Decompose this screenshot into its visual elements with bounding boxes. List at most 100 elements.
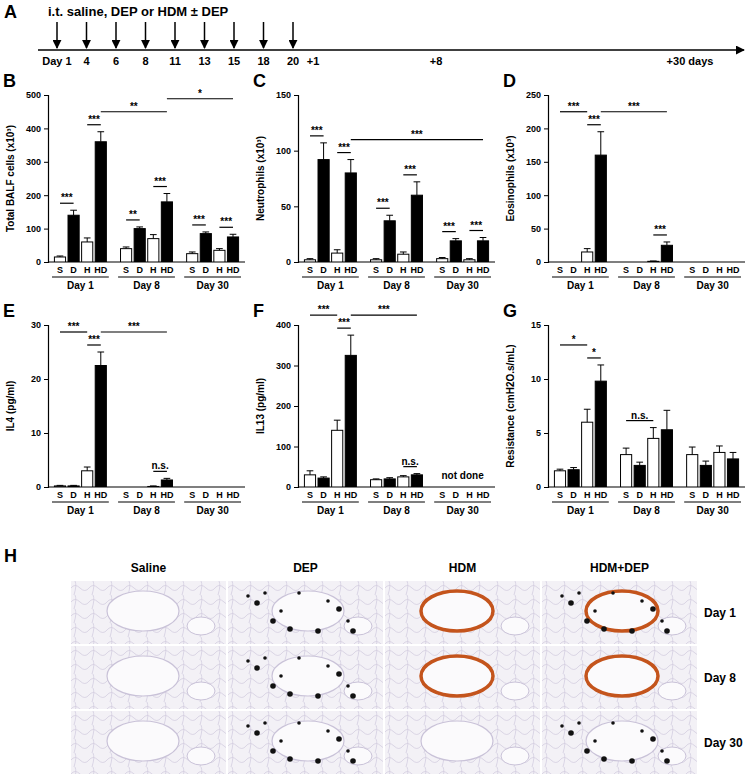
x-tick-label: HD [594, 490, 607, 500]
x-tick-label: S [373, 265, 379, 275]
airway [586, 591, 658, 631]
bar [384, 221, 395, 262]
x-tick-label: HD [477, 265, 490, 275]
x-tick-label: D [136, 490, 143, 500]
particle [263, 656, 267, 660]
error-bar [400, 252, 407, 254]
y-tick: 0 [286, 257, 298, 267]
bar [714, 262, 725, 263]
group-label: Day 30 [696, 280, 729, 291]
bar [687, 262, 698, 263]
y-tick-label: 10 [31, 428, 41, 438]
significance-label: *** [654, 224, 666, 235]
y-tick: 200 [526, 124, 548, 134]
particle [560, 724, 564, 728]
group-underline [684, 276, 741, 277]
bar [134, 487, 145, 488]
x-tick-label: HD [410, 490, 423, 500]
particle [593, 739, 597, 743]
particle [568, 730, 574, 736]
bar [582, 422, 593, 487]
error-bar [84, 238, 91, 242]
particle [336, 736, 342, 742]
error-bar [597, 132, 604, 155]
bar [727, 459, 738, 487]
error-bar [480, 238, 487, 241]
group-underline [552, 276, 609, 277]
error-bar [716, 446, 723, 452]
y-tick-label: 150 [276, 90, 291, 100]
group-label: Day 8 [633, 280, 660, 291]
error-bar [347, 160, 354, 173]
y-tick-label: 400 [26, 124, 41, 134]
micrograph-grid: HSalineDEPHDMHDM+DEPDay 1Day 8Day 30 [4, 546, 743, 774]
micrograph [385, 646, 540, 709]
y-tick-label: 0 [536, 257, 541, 267]
bar [214, 250, 225, 262]
y-tick-label: 100 [526, 191, 541, 201]
y-tick-label: 200 [276, 401, 291, 411]
y-tick: 100 [526, 191, 548, 201]
particle [601, 626, 607, 632]
particle [660, 619, 664, 623]
day-label: 20 [287, 55, 299, 67]
x-tick-label: HD [94, 265, 107, 275]
group-label: Day 1 [67, 505, 94, 516]
error-bar [557, 469, 564, 471]
particle [611, 591, 615, 595]
particle [246, 724, 250, 728]
y-tick: 5 [536, 428, 548, 438]
significance-label: *** [68, 321, 80, 332]
significance-label: * [592, 347, 596, 358]
particle [336, 606, 342, 612]
x-tick-label: D [636, 490, 643, 500]
y-tick: 150 [526, 157, 548, 167]
x-tick-label: D [70, 490, 77, 500]
bar [148, 239, 159, 262]
bar [121, 249, 132, 262]
significance-label: * [198, 88, 202, 99]
significance-label: *** [154, 176, 166, 187]
y-axis: 050100150 [276, 90, 299, 267]
row-label: Day 1 [704, 606, 736, 620]
bar-chart: BTotal BALF cells (x10³)0100200300400500… [3, 71, 245, 291]
bar [700, 465, 711, 487]
vessel [658, 617, 686, 635]
y-tick: 400 [26, 124, 48, 134]
group-underline [434, 276, 491, 277]
figure: Ai.t. saline, DEP or HDM ± DEPDay 146811… [0, 0, 751, 779]
particle [326, 599, 330, 603]
x-tick-label: H [584, 265, 591, 275]
y-tick-label: 50 [281, 202, 291, 212]
x-tick-label: HD [660, 490, 673, 500]
x-tick-label: S [623, 265, 629, 275]
particle [568, 600, 574, 606]
bar [568, 262, 579, 263]
bar [148, 486, 159, 487]
y-tick-mark [44, 487, 48, 488]
bar [687, 455, 698, 487]
x-tick-label: D [570, 490, 577, 500]
x-tick-label: HD [227, 265, 240, 275]
y-tick-mark [544, 95, 548, 96]
group-label: Day 30 [196, 280, 229, 291]
bar [621, 455, 632, 487]
y-tick: 300 [26, 157, 48, 167]
y-tick-mark [294, 366, 298, 367]
significance-label: *** [88, 334, 100, 345]
y-tick-mark [44, 325, 48, 326]
error-bar [439, 258, 446, 259]
particle [279, 739, 283, 743]
particle [287, 691, 293, 697]
error-bar [97, 352, 104, 366]
particle [577, 591, 581, 595]
y-tick-mark [294, 95, 298, 96]
bar [595, 381, 606, 487]
y-tick: 150 [276, 90, 298, 100]
x-tick-label: S [57, 265, 63, 275]
vessel [187, 682, 215, 700]
group-underline [552, 501, 609, 502]
error-bar [414, 474, 421, 475]
vessel [344, 682, 372, 700]
group-label: Day 8 [383, 280, 410, 291]
